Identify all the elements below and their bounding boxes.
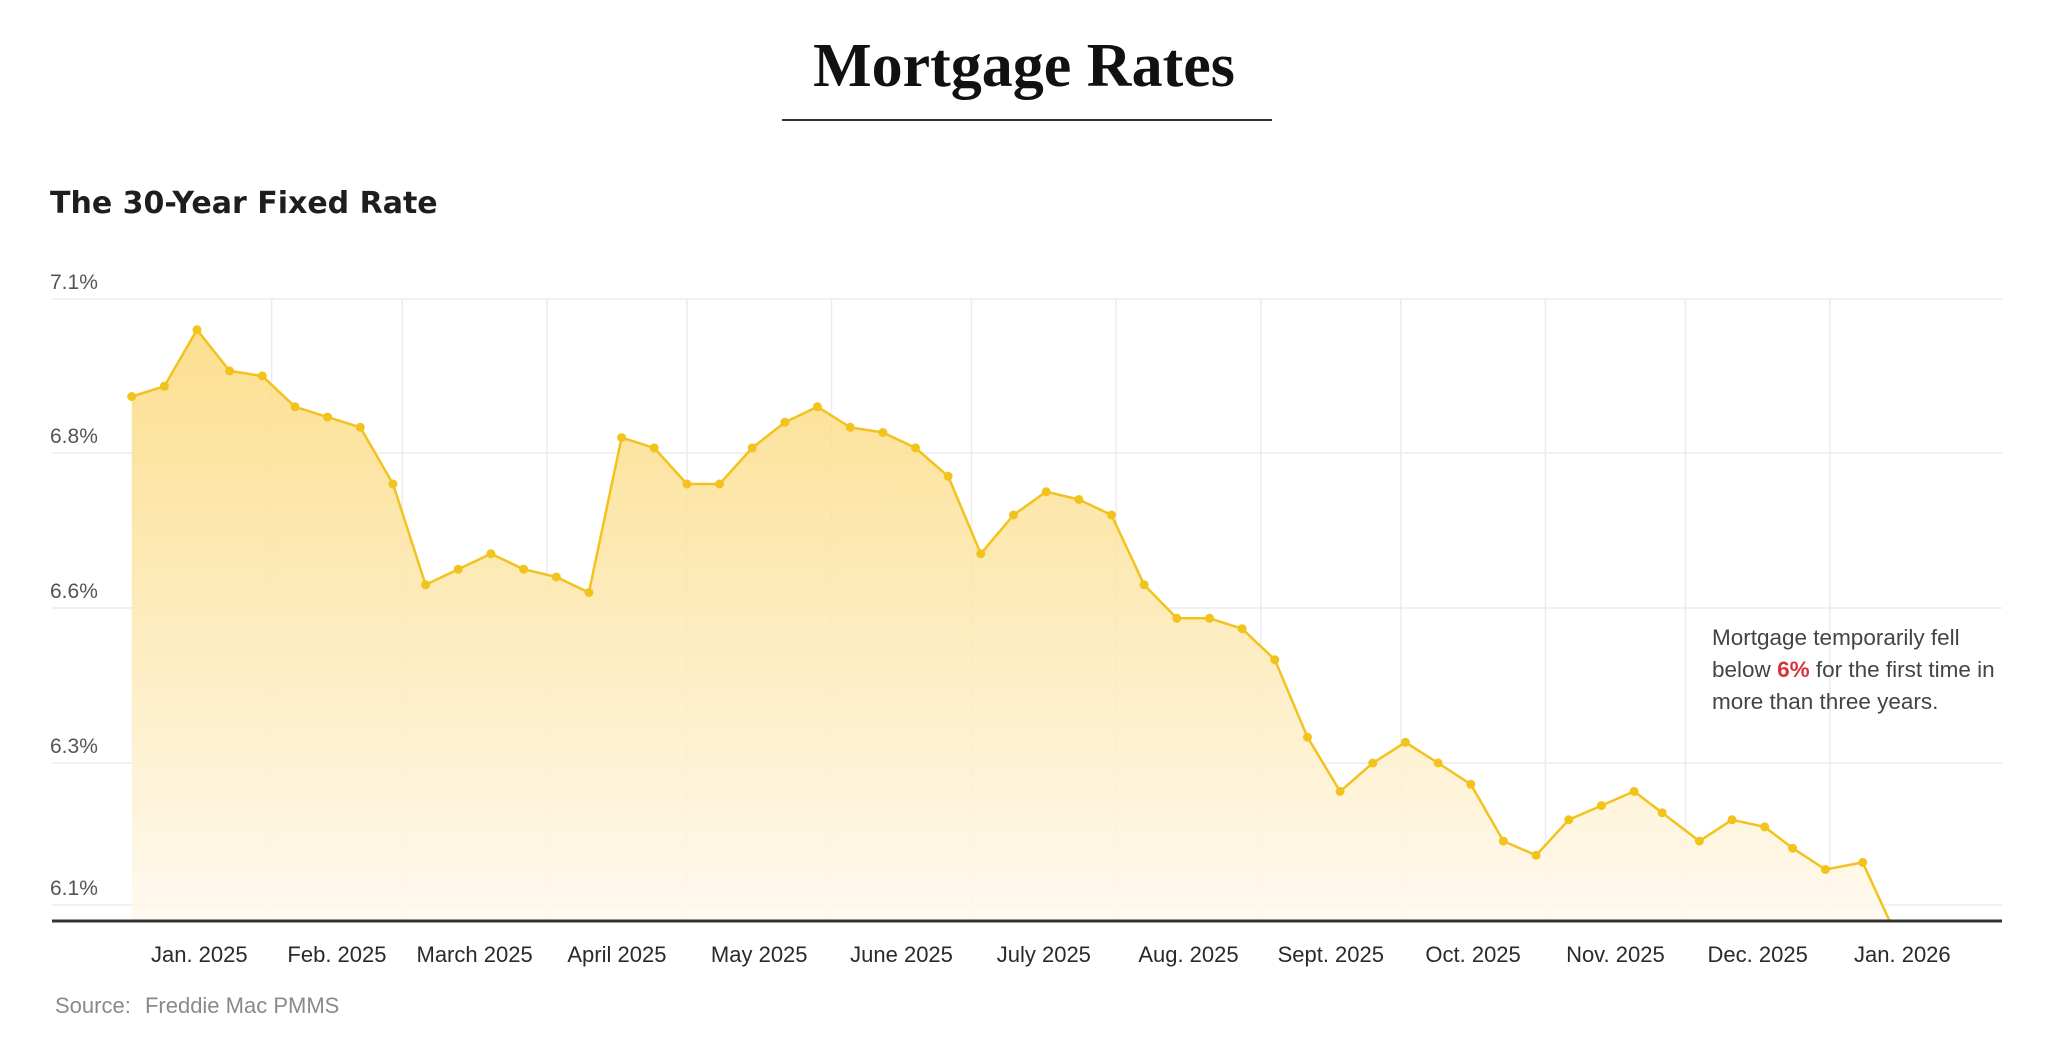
chart-annotation: Mortgage temporarily fell below 6% for t… — [1712, 622, 2012, 718]
title-underline — [782, 119, 1272, 121]
data-point — [1205, 613, 1214, 623]
data-point — [747, 443, 757, 453]
x-axis-ticks: Jan. 2025 Feb. 2025 March 2025 April 2025 Ma… — [151, 942, 1951, 967]
data-point — [649, 443, 659, 453]
data-point — [1433, 758, 1443, 768]
data-point — [192, 325, 202, 335]
data-point — [1498, 836, 1508, 846]
data-point — [1074, 495, 1084, 504]
x-tick-label: July 2025 — [997, 942, 1091, 967]
data-point — [1727, 815, 1737, 825]
data-point — [1041, 487, 1051, 497]
y-axis-ticks: 6.1% 6.3% 6.6% 6.8% 7.1% — [50, 271, 98, 900]
data-point — [1694, 836, 1704, 846]
data-point — [1858, 857, 1868, 867]
data-point — [813, 402, 822, 412]
data-point — [486, 549, 496, 559]
source-value: Freddie Mac PMMS — [144, 993, 340, 1018]
x-tick-label: Dec. 2025 — [1708, 942, 1808, 967]
x-tick-label: March 2025 — [417, 942, 533, 967]
source-label: Source: — [55, 993, 131, 1018]
annotation-text-before: Mortgage temporarily fell below — [1712, 625, 1960, 682]
data-point — [845, 422, 855, 432]
x-tick-label: Jan. 2025 — [151, 942, 248, 967]
data-point — [1466, 779, 1476, 789]
data-point — [1657, 808, 1667, 818]
data-point — [1788, 843, 1798, 853]
data-point — [1564, 815, 1574, 825]
x-tick-label: Nov. 2025 — [1566, 942, 1665, 967]
data-point — [715, 479, 725, 489]
x-tick-label: Oct. 2025 — [1425, 942, 1520, 967]
data-point — [1107, 510, 1116, 520]
data-point — [682, 479, 692, 489]
data-point — [1596, 801, 1606, 811]
data-point — [159, 381, 169, 391]
data-point — [878, 428, 888, 437]
data-point — [355, 422, 365, 432]
data-point — [1531, 850, 1541, 860]
data-point — [323, 412, 333, 422]
data-point — [551, 572, 561, 582]
x-tick-label: Sept. 2025 — [1278, 942, 1384, 967]
data-point — [617, 433, 627, 443]
data-point — [1760, 822, 1770, 832]
data-point — [519, 564, 529, 574]
data-point — [1891, 929, 1900, 938]
data-point — [911, 443, 920, 453]
data-point — [780, 417, 790, 427]
data-point — [388, 479, 398, 489]
x-tick-label: Aug. 2025 — [1138, 942, 1238, 967]
y-tick-label: 6.8% — [50, 425, 98, 448]
data-point — [1335, 786, 1345, 796]
y-tick-label: 6.1% — [50, 877, 98, 900]
x-tick-label: April 2025 — [567, 942, 666, 967]
source-note: Source: Freddie Mac PMMS — [55, 992, 339, 1020]
data-point — [257, 371, 267, 381]
y-tick-label: 6.6% — [50, 580, 98, 603]
y-tick-label: 6.3% — [50, 735, 98, 758]
x-tick-label: Feb. 2025 — [287, 942, 386, 967]
data-point — [1139, 580, 1149, 590]
data-point — [1009, 510, 1018, 520]
data-point — [1400, 737, 1410, 747]
data-point — [225, 366, 235, 376]
x-tick-label: May 2025 — [711, 942, 808, 967]
chart-title: The 30-Year Fixed Rate — [50, 186, 438, 221]
data-point — [584, 588, 594, 597]
annotation-highlight: 6% — [1777, 657, 1810, 682]
data-point — [421, 580, 431, 590]
x-tick-label: Jan. 2026 — [1854, 942, 1951, 967]
data-point — [976, 549, 986, 559]
series-line — [131, 328, 1891, 920]
data-point — [1270, 655, 1280, 665]
data-point — [1172, 613, 1182, 623]
series-area — [131, 329, 1890, 920]
page-title: Mortgage Rates — [813, 32, 1235, 100]
data-point — [127, 392, 137, 401]
data-point — [290, 402, 300, 412]
data-point — [1237, 624, 1247, 634]
annotation-text-after: for the first time in more than three ye… — [1712, 657, 1995, 714]
data-point — [453, 564, 463, 574]
data-point — [1303, 732, 1312, 742]
data-point — [1629, 786, 1639, 796]
data-point — [943, 471, 953, 481]
data-point — [1820, 865, 1830, 874]
x-tick-label: June 2025 — [850, 942, 953, 967]
y-tick-label: 7.1% — [50, 271, 98, 294]
data-point — [1368, 758, 1378, 768]
